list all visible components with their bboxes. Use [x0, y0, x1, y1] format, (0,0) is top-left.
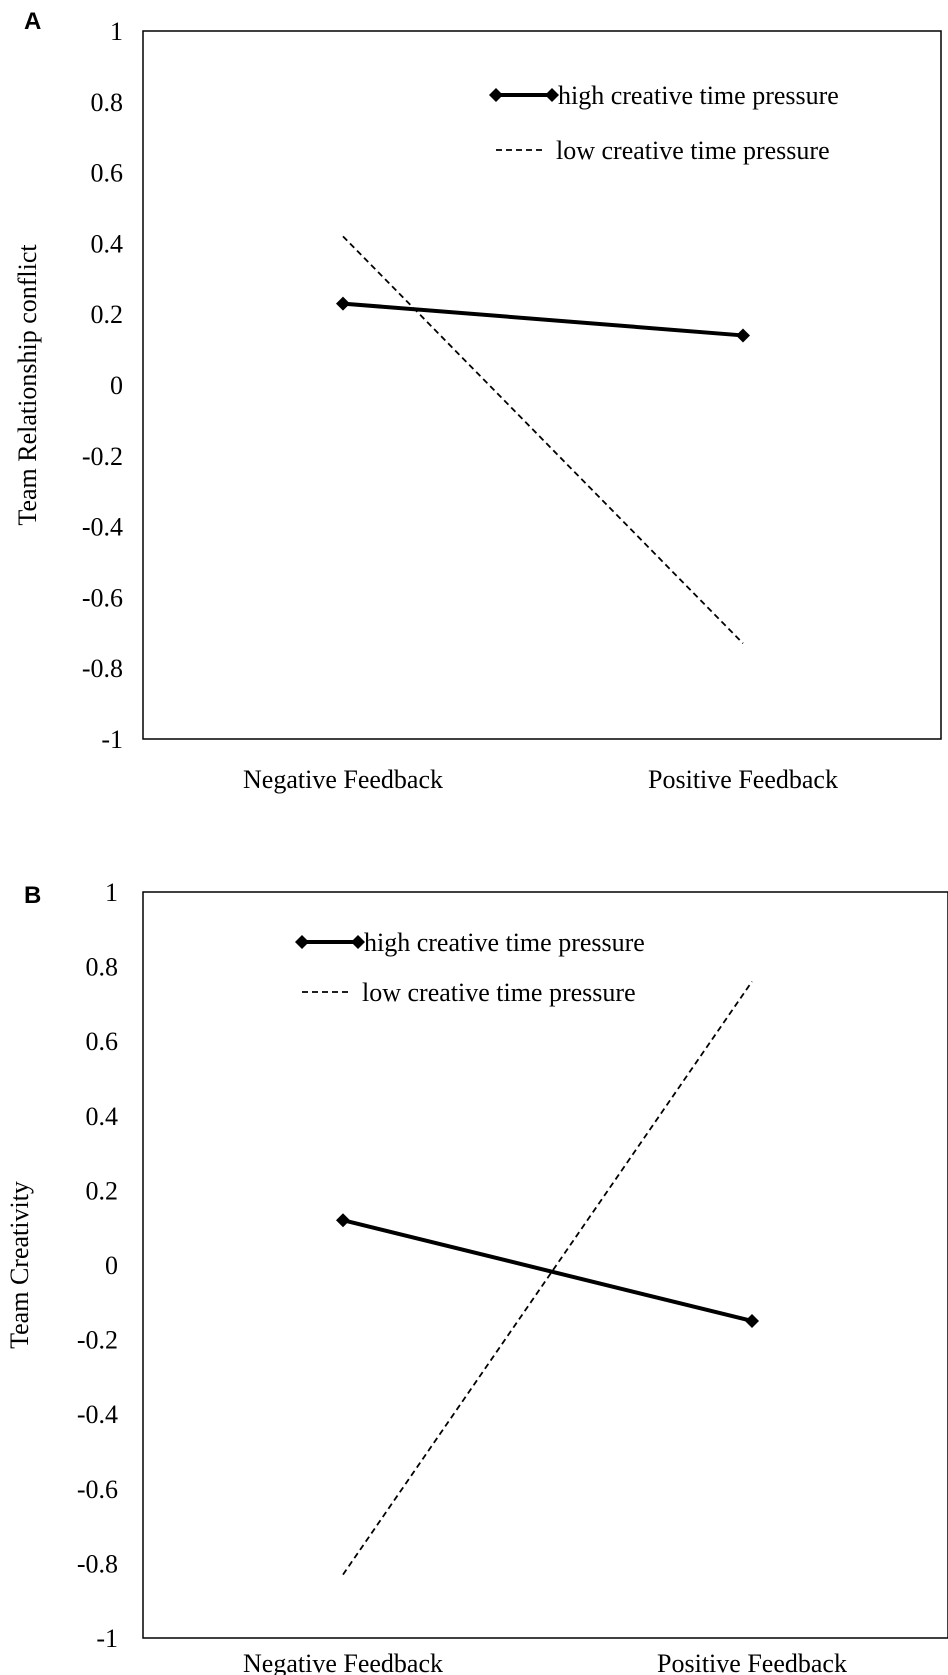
y-tick-label: -0.4 — [77, 1400, 118, 1429]
x-tick-label: Negative Feedback — [243, 1649, 443, 1675]
y-tick-label: -1 — [101, 725, 123, 754]
x-tick-label: Positive Feedback — [657, 1649, 847, 1675]
y-tick-label: 0.6 — [91, 159, 124, 188]
y-tick-label: -0.8 — [82, 654, 123, 683]
y-tick-label: -0.4 — [82, 513, 123, 542]
y-tick-label: -0.2 — [82, 442, 123, 471]
data-point-marker — [336, 1213, 350, 1228]
legend-marker — [295, 935, 309, 949]
y-tick-label: 0.2 — [86, 1176, 119, 1205]
panel-label-a: A — [24, 8, 42, 35]
legend-marker — [545, 88, 559, 102]
y-tick-label: 0.2 — [91, 300, 124, 329]
chart-b: 1 0.8 0.6 0.4 0.2 0 -0.2 -0.4 -0.6 -0.8 -1 Team Cre… — [5, 878, 948, 1675]
legend-label: low creative time pressure — [556, 136, 830, 165]
y-tick-label: 1 — [105, 878, 118, 907]
y-tick-label: -0.6 — [82, 583, 123, 612]
legend-marker — [489, 88, 503, 102]
y-tick-label: 0 — [105, 1251, 118, 1280]
y-tick-label: -0.8 — [77, 1549, 118, 1578]
y-tick-label: 0.8 — [86, 953, 119, 982]
y-tick-label: 0.4 — [86, 1102, 119, 1131]
y-tick-label: 0 — [110, 371, 123, 400]
plot-area-frame — [142, 891, 948, 1639]
y-tick-label: 0.6 — [86, 1027, 119, 1056]
series-line-low-pressure — [342, 981, 753, 1576]
y-tick-label: -1 — [96, 1624, 118, 1653]
panel-label-b: B — [24, 882, 42, 909]
y-tick-label: 0.4 — [91, 229, 124, 258]
legend-label: high creative time pressure — [364, 928, 645, 957]
y-tick-label: -0.6 — [77, 1475, 118, 1504]
series-line-high-pressure — [342, 301, 744, 338]
legend-label: high creative time pressure — [558, 81, 839, 110]
x-tick-label: Negative Feedback — [243, 765, 443, 794]
y-tick-label: 1 — [110, 17, 123, 46]
data-point-marker — [336, 296, 350, 311]
data-point-marker — [745, 1313, 759, 1328]
series-line-high-pressure — [342, 1218, 753, 1323]
plot-area-frame — [142, 30, 942, 740]
y-axis-label: Team Relationship conflict — [13, 244, 42, 526]
series-line-low-pressure — [342, 235, 744, 645]
y-tick-label: 0.8 — [91, 88, 124, 117]
y-tick-label: -0.2 — [77, 1326, 118, 1355]
x-tick-label: Positive Feedback — [648, 765, 838, 794]
chart-a: 1 0.8 0.6 0.4 0.2 0 -0.2 -0.4 -0.6 -0.8 -1 Team Rel… — [13, 17, 942, 794]
legend-marker — [351, 935, 365, 949]
legend-label: low creative time pressure — [362, 978, 636, 1007]
data-point-marker — [736, 328, 750, 343]
y-axis-label: Team Creativity — [5, 1181, 34, 1349]
